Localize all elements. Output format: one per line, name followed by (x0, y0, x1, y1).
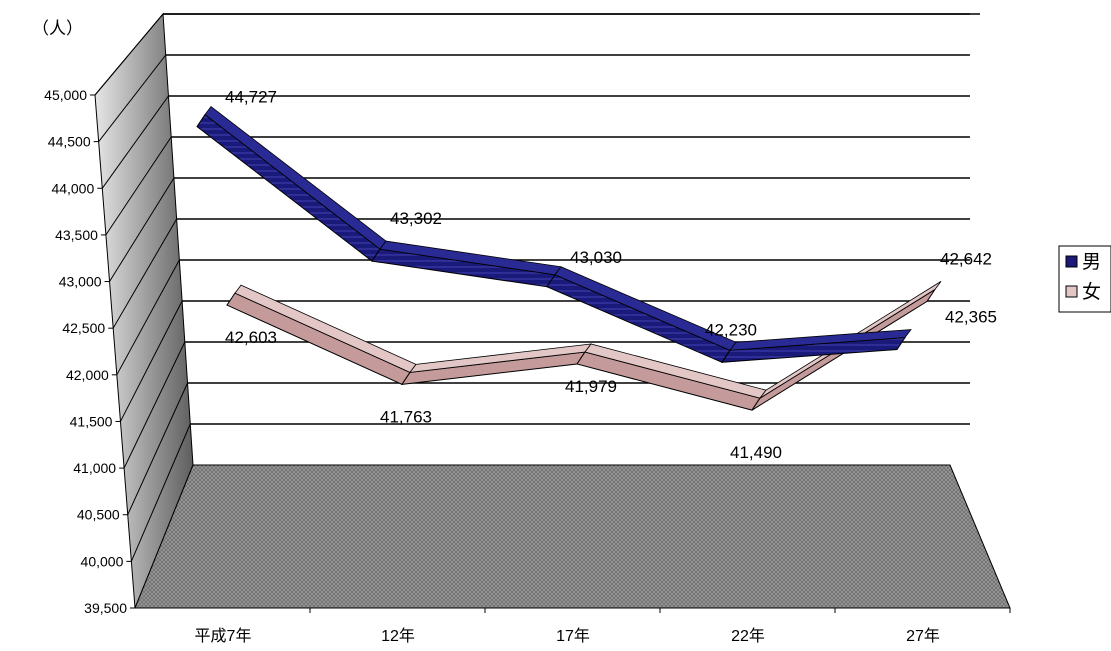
gridline-side (101, 95, 169, 189)
data-label-female: 42,642 (940, 249, 992, 268)
y-tick-label: 39,500 (84, 600, 127, 616)
x-tick-label: 22年 (731, 627, 765, 645)
data-label-male: 42,365 (945, 308, 997, 327)
data-label-male: 42,230 (705, 320, 757, 339)
gridline-side (98, 54, 167, 142)
data-label-female: 41,763 (380, 407, 432, 426)
gridline-side (116, 259, 180, 376)
y-tick-label: 42,500 (62, 320, 105, 336)
y-tick-label: 41,500 (70, 413, 113, 429)
data-label-female: 42,603 (225, 328, 277, 347)
legend-swatch-female (1065, 285, 1078, 298)
gridline-side (120, 300, 183, 422)
series-ribbons (196, 106, 942, 411)
gridline-side (94, 13, 164, 96)
chart-floor (134, 464, 1011, 609)
legend-swatch-male (1065, 255, 1078, 268)
data-labels: 44,727 43,302 43,030 42,230 42,365 42,603 41,7… (225, 88, 997, 463)
male-ribbon-top (729, 329, 912, 351)
x-axis: 平成7年 12年 17年 22年 27年 (195, 608, 1011, 645)
legend-label: 女 (1082, 281, 1101, 303)
floor-panel (134, 464, 1011, 609)
gridline-side (123, 341, 186, 469)
data-label-female: 41,490 (730, 443, 782, 462)
gridline-side (130, 423, 191, 562)
y-tick-label: 43,500 (55, 227, 98, 243)
data-label-male: 43,030 (570, 248, 622, 267)
y-axis: 39,500 40,000 40,500 41,000 41,500 42,000 42,5… (44, 87, 135, 616)
y-tick-label: 40,500 (77, 507, 120, 523)
legend-label: 男 (1082, 252, 1101, 273)
y-tick-label: 44,000 (51, 180, 94, 196)
y-tick-label: 40,000 (81, 553, 124, 569)
x-tick-label: 17年 (556, 627, 590, 645)
gridlines (94, 13, 980, 562)
gridline-side (112, 218, 178, 329)
gridline-side (105, 136, 172, 236)
y-tick-label: 45,000 (44, 87, 87, 103)
x-tick-label: 27年 (906, 627, 940, 645)
y-tick-label: 43,000 (59, 274, 102, 290)
data-label-male: 44,727 (225, 88, 277, 107)
gridline-side (127, 382, 189, 515)
legend: 男女 (1058, 245, 1111, 313)
y-tick-label: 41,000 (73, 460, 116, 476)
y-unit-label: （人） (32, 19, 83, 38)
gridline-side (109, 177, 175, 282)
data-label-female: 41,979 (565, 377, 617, 396)
x-tick-label: 12年 (381, 627, 415, 645)
y-tick-label: 44,500 (48, 134, 91, 150)
x-tick-label: 平成7年 (195, 627, 252, 645)
y-tick-label: 42,000 (66, 367, 109, 383)
data-label-male: 43,302 (390, 209, 442, 228)
